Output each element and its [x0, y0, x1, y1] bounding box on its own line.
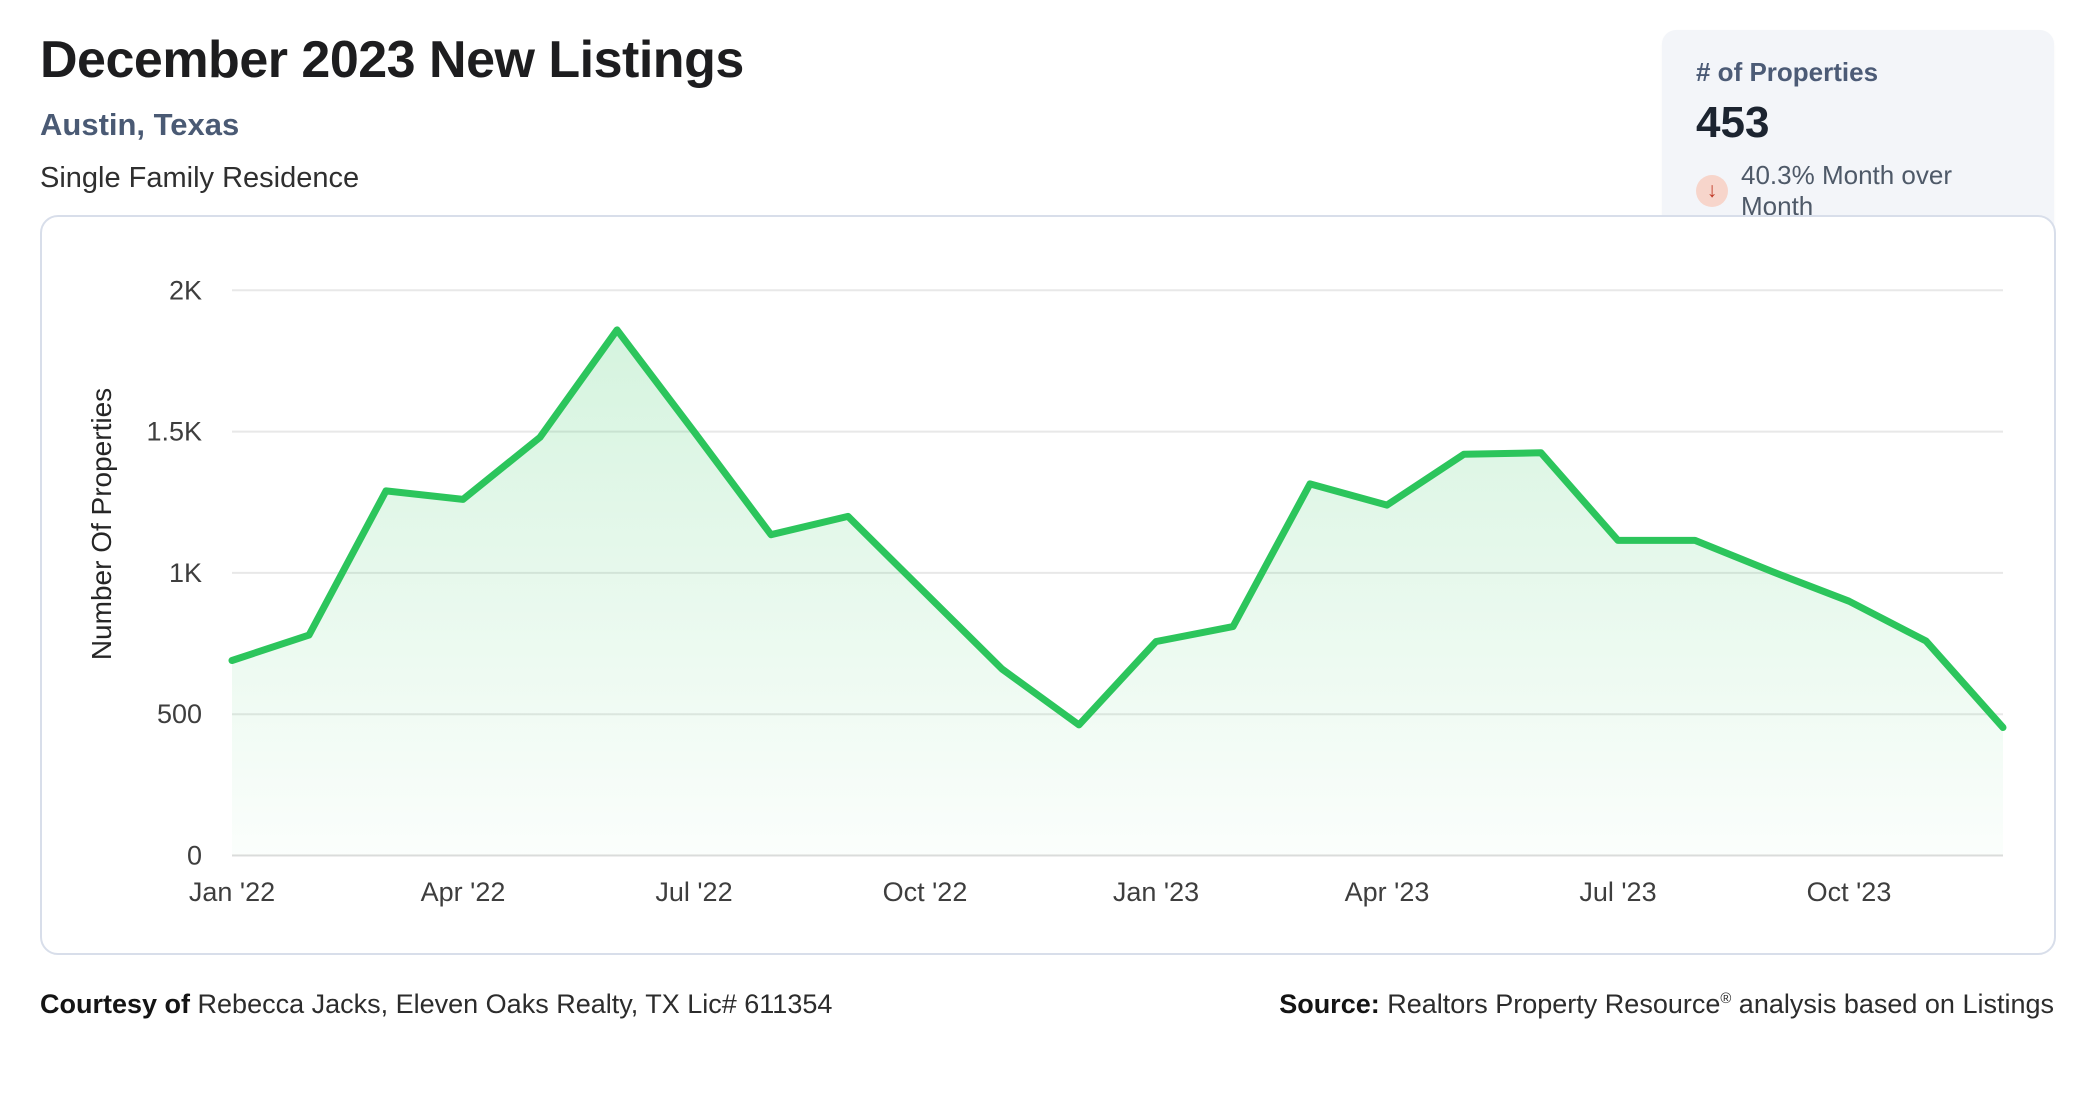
source-rest: analysis based on Listings [1731, 989, 2054, 1019]
page-header: December 2023 New Listings Austin, Texas… [0, 0, 2096, 249]
y-tick-label: 0 [187, 841, 202, 871]
x-tick-label: Oct '23 [1807, 877, 1892, 907]
page-footer: Courtesy of Rebecca Jacks, Eleven Oaks R… [0, 989, 2096, 1020]
source-label: Source: [1279, 989, 1380, 1019]
down-arrow-icon: ↓ [1696, 175, 1728, 207]
page-subtitle: Austin, Texas [40, 107, 240, 142]
courtesy-text: Rebecca Jacks, Eleven Oaks Realty, TX Li… [190, 989, 833, 1019]
x-tick-label: Jul '22 [655, 877, 732, 907]
footer-courtesy: Courtesy of Rebecca Jacks, Eleven Oaks R… [40, 989, 832, 1020]
stat-card-value: 453 [1696, 98, 1770, 147]
x-tick-label: Jul '23 [1579, 877, 1656, 907]
registered-mark: ® [1720, 991, 1732, 1007]
y-tick-label: 1.5K [146, 417, 202, 447]
x-tick-label: Jan '22 [189, 877, 275, 907]
property-type-label: Single Family Residence [40, 162, 360, 194]
x-tick-label: Apr '22 [421, 877, 506, 907]
x-tick-label: Oct '22 [883, 877, 968, 907]
y-tick-label: 1K [169, 558, 202, 588]
chart-line [228, 326, 2007, 731]
source-name: Realtors Property Resource [1379, 989, 1721, 1019]
title-block: December 2023 New Listings Austin, Texas… [40, 30, 744, 195]
x-tick-label: Jan '23 [1113, 877, 1199, 907]
page-title: December 2023 New Listings [40, 31, 744, 89]
stat-card-label: # of Properties [1696, 57, 1879, 87]
y-tick-label: 500 [157, 699, 202, 729]
stat-card: # of Properties 453 ↓ 40.3% Month over M… [1662, 30, 2054, 249]
x-tick-label: Apr '23 [1345, 877, 1430, 907]
chart-container: Number Of Properties 0 500 1K 1.5K 2K Jan '22… [40, 215, 2056, 955]
trend-row: ↓ 40.3% Month over Month [1696, 160, 2020, 222]
footer-source: Source: Realtors Property Resource® anal… [1279, 989, 2054, 1020]
chart-area-fill [232, 329, 2003, 856]
chart-svg: 0 500 1K 1.5K 2K Jan '22 Apr '22 Jul '22 Oct '22… [146, 275, 2007, 907]
courtesy-label: Courtesy of [40, 989, 191, 1019]
trend-text: 40.3% Month over Month [1741, 160, 1953, 221]
y-tick-label: 2K [169, 275, 202, 305]
